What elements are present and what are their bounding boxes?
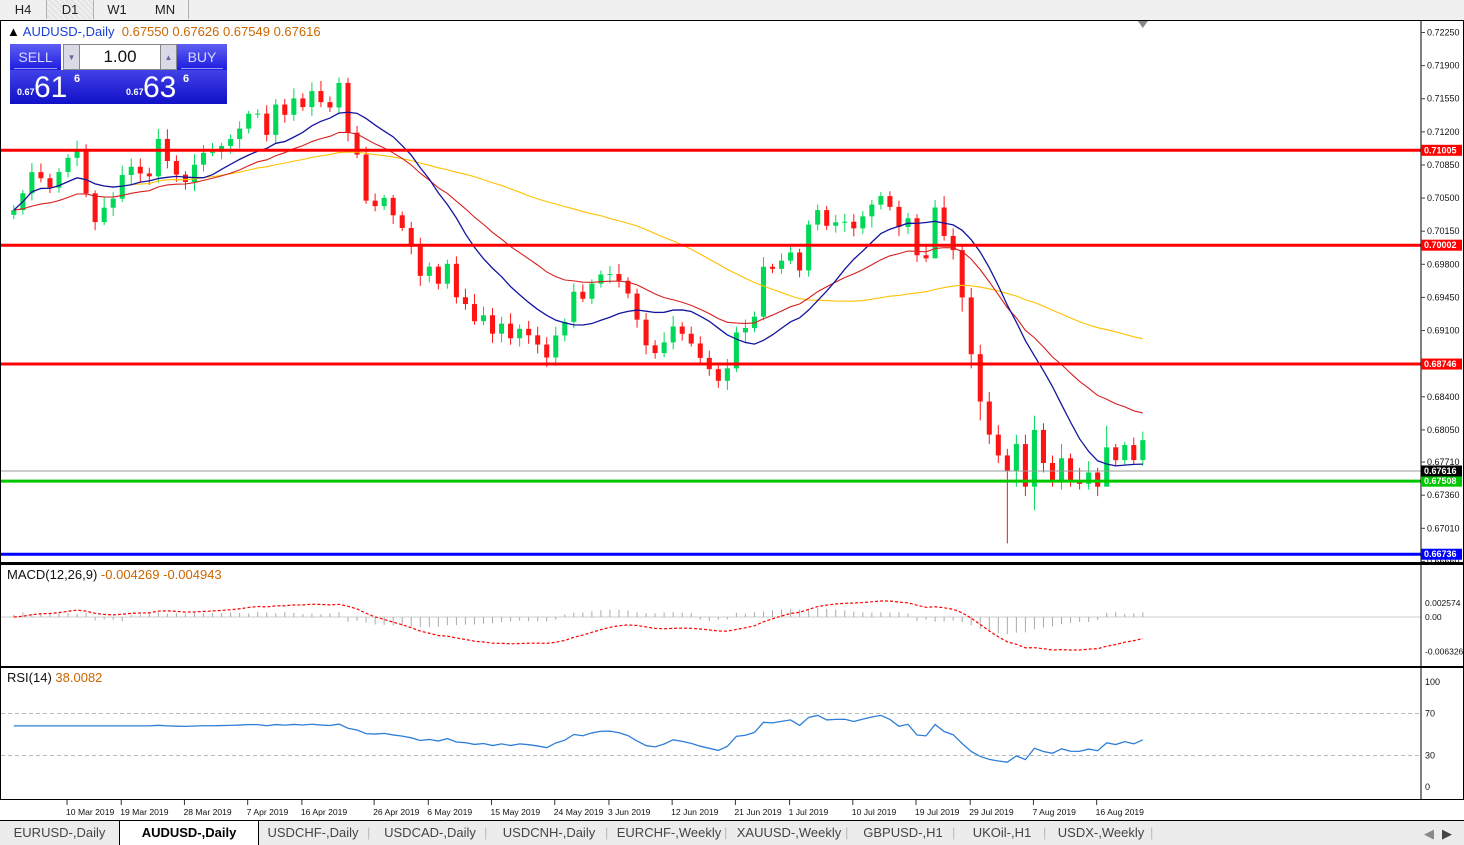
svg-text:30: 30 <box>1425 751 1435 761</box>
svg-text:0.71550: 0.71550 <box>1427 94 1460 104</box>
svg-text:0.70150: 0.70150 <box>1427 226 1460 236</box>
svg-text:0.70500: 0.70500 <box>1427 193 1460 203</box>
svg-text:28 Mar 2019: 28 Mar 2019 <box>183 807 231 817</box>
svg-text:26 Apr 2019: 26 Apr 2019 <box>373 807 420 817</box>
svg-text:3 Jun 2019: 3 Jun 2019 <box>608 807 651 817</box>
svg-text:7 Aug 2019: 7 Aug 2019 <box>1032 807 1076 817</box>
svg-text:70: 70 <box>1425 709 1435 719</box>
svg-text:7 Apr 2019: 7 Apr 2019 <box>247 807 289 817</box>
svg-text:-0.006326: -0.006326 <box>1425 647 1464 657</box>
svg-text:0.71900: 0.71900 <box>1427 61 1460 71</box>
svg-text:15 May 2019: 15 May 2019 <box>491 807 541 817</box>
svg-text:0.67508: 0.67508 <box>1424 476 1457 486</box>
svg-text:1 Jul 2019: 1 Jul 2019 <box>789 807 829 817</box>
svg-text:0: 0 <box>1425 782 1430 792</box>
svg-text:100: 100 <box>1425 677 1440 687</box>
svg-text:10 Jul 2019: 10 Jul 2019 <box>852 807 897 817</box>
svg-text:0.68746: 0.68746 <box>1424 359 1457 369</box>
svg-text:21 Jun 2019: 21 Jun 2019 <box>734 807 782 817</box>
svg-text:29 Jul 2019: 29 Jul 2019 <box>969 807 1014 817</box>
svg-text:0.69450: 0.69450 <box>1427 292 1460 302</box>
svg-text:0.00: 0.00 <box>1425 612 1442 622</box>
svg-text:19 Jul 2019: 19 Jul 2019 <box>915 807 960 817</box>
svg-text:0.67360: 0.67360 <box>1427 490 1460 500</box>
svg-text:0.67616: 0.67616 <box>1424 466 1457 476</box>
svg-text:0.002574: 0.002574 <box>1425 598 1461 608</box>
svg-text:0.70002: 0.70002 <box>1424 240 1457 250</box>
svg-text:0.71200: 0.71200 <box>1427 127 1460 137</box>
svg-text:24 May 2019: 24 May 2019 <box>554 807 604 817</box>
svg-text:0.69800: 0.69800 <box>1427 259 1460 269</box>
svg-text:0.70850: 0.70850 <box>1427 160 1460 170</box>
svg-text:16 Aug 2019: 16 Aug 2019 <box>1096 807 1144 817</box>
svg-text:0.67010: 0.67010 <box>1427 523 1460 533</box>
svg-text:0.68400: 0.68400 <box>1427 392 1460 402</box>
svg-text:0.69100: 0.69100 <box>1427 326 1460 336</box>
svg-text:0.66736: 0.66736 <box>1424 549 1457 559</box>
svg-text:0.71005: 0.71005 <box>1424 145 1457 155</box>
svg-text:16 Apr 2019: 16 Apr 2019 <box>301 807 348 817</box>
svg-text:0.68050: 0.68050 <box>1427 425 1460 435</box>
svg-text:12 Jun 2019: 12 Jun 2019 <box>671 807 719 817</box>
svg-text:10 Mar 2019: 10 Mar 2019 <box>66 807 114 817</box>
svg-text:19 Mar 2019: 19 Mar 2019 <box>120 807 168 817</box>
svg-text:6 May 2019: 6 May 2019 <box>427 807 472 817</box>
svg-text:0.72250: 0.72250 <box>1427 28 1460 38</box>
